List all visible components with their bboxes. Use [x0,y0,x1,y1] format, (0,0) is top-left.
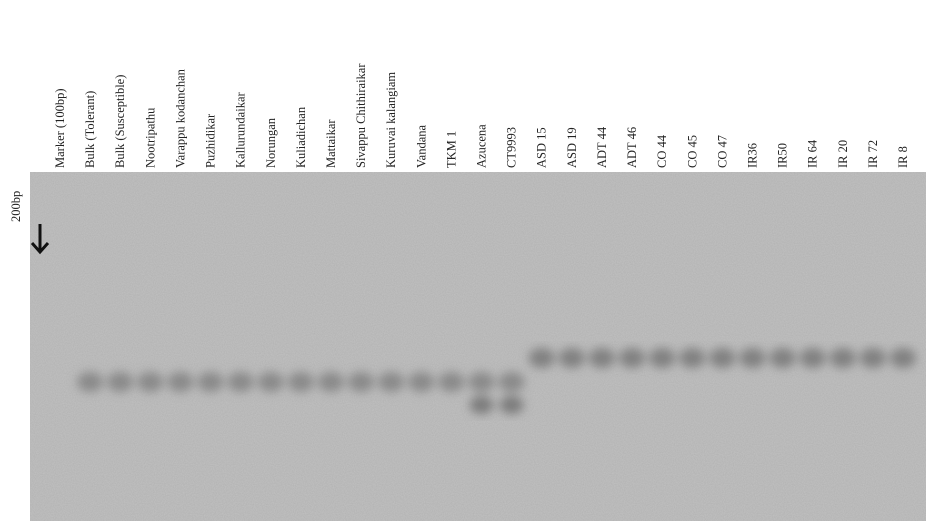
band [619,348,645,368]
lane-label: CO 44 [655,134,669,168]
band [770,348,796,368]
lane-label: Kuruvai kalangiam [384,72,398,168]
band [559,348,585,368]
band [137,372,163,392]
lane-label: Vandana [414,125,428,168]
band [679,348,705,368]
lane-label: Puzhidikar [204,113,218,168]
lane-label: Kuliadichan [294,106,308,168]
lane-label: Bulk (Susceptible) [113,75,127,168]
lane-label: Norungan [264,117,278,168]
band [77,372,103,392]
lane-label: Mattaikar [324,119,338,168]
band [469,372,495,392]
band [830,348,856,368]
band [348,372,374,392]
band [529,348,555,368]
band [890,348,916,368]
band [589,348,615,368]
lane-label: Bulk (Tolerant) [83,91,97,168]
lane-labels: Marker (100bp) Bulk (Tolerant) Bulk (Susce… [53,63,910,168]
lane-label: ASD 19 [565,127,579,168]
band [709,348,735,368]
lane-label: IR 20 [836,140,850,168]
band [500,396,524,414]
gel-figure: 200bp Marker (100bp) Bulk (Tolerant) Bulk … [0,0,926,521]
band [378,372,404,392]
band [438,372,464,392]
marker-label: 200bp [9,191,23,222]
lane-label: CT9993 [505,127,519,168]
lane-label: ASD 15 [535,127,549,168]
band [800,348,826,368]
lane-label: IR 64 [806,139,820,168]
lane-label: ADT 44 [595,126,609,168]
lane-label: CO 47 [715,135,729,168]
lane-label: Azucena [475,124,489,168]
lane-label: CO 45 [685,135,699,168]
band [107,372,133,392]
lane-label: TKM 1 [444,131,458,168]
band [258,372,284,392]
band [408,372,434,392]
lane-label: IR36 [745,143,759,168]
band [860,348,886,368]
band [228,372,254,392]
lane-label: Sivappu Chithiraikar [354,63,368,168]
lane-label: IR 72 [866,140,880,168]
band [470,396,494,414]
lane-label: IR50 [776,143,790,168]
band [167,372,193,392]
lane-label: Kallurundaikar [234,91,248,168]
lane-label: ADT 46 [625,127,639,168]
lane-label: IR 8 [896,146,910,168]
lane-label: Marker (100bp) [53,89,67,169]
band [649,348,675,368]
band [739,348,765,368]
band [318,372,344,392]
lane-label: Nootripathu [143,107,157,168]
band [499,372,525,392]
gel-texture [30,172,926,521]
band [198,372,224,392]
lane-label: Varappu kodanchan [173,68,187,168]
band [288,372,314,392]
